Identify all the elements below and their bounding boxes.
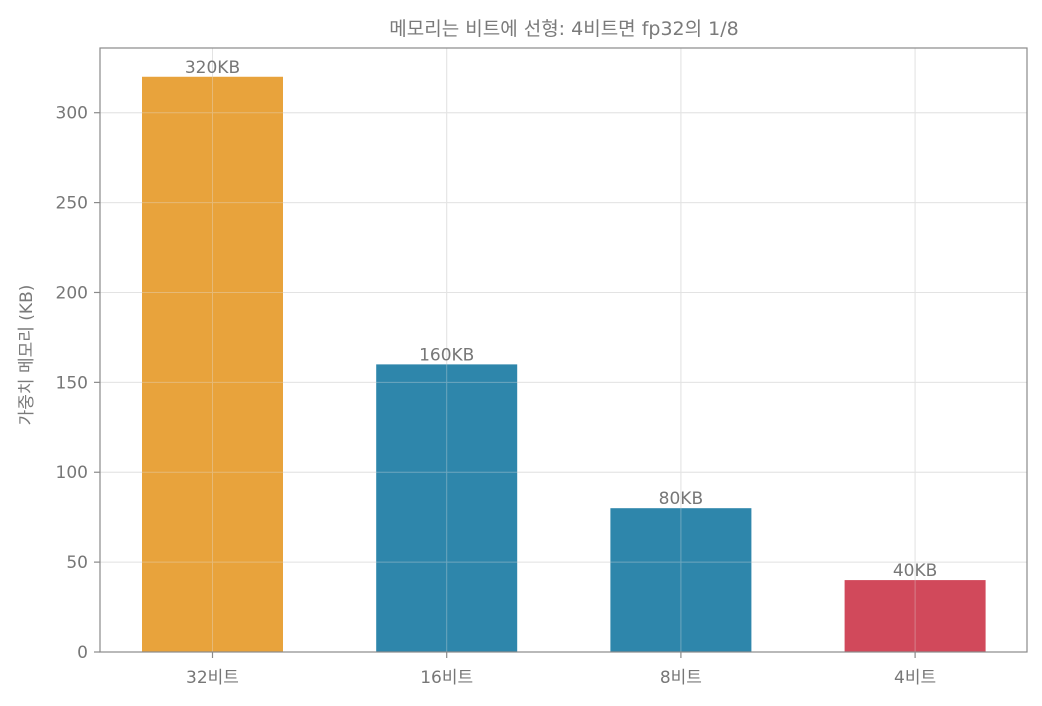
x-tick-label: 16비트 [420, 668, 473, 688]
data-labels: 320KB 160KB 80KB 40KB [185, 58, 937, 581]
y-tick-label: 0 [77, 643, 88, 663]
x-tick-label: 4비트 [894, 668, 936, 688]
bar-value-label: 40KB [893, 561, 937, 581]
plot-frame [99, 47, 1028, 653]
bar [142, 76, 283, 652]
bar [376, 364, 518, 652]
y-tick-label: 50 [66, 553, 88, 573]
x-tick-label: 32비트 [186, 668, 239, 688]
bars [142, 76, 986, 652]
y-tick-label: 200 [56, 283, 88, 303]
y-tick-label: 300 [56, 104, 88, 124]
x-tick-label: 8비트 [660, 668, 702, 688]
bar [844, 580, 986, 652]
bar [610, 508, 752, 652]
y-tick-label: 150 [56, 373, 88, 393]
bar-value-label: 80KB [659, 489, 703, 509]
y-tick-label: 100 [56, 463, 88, 483]
x-axis: 32비트 16비트 8비트 4비트 [186, 652, 936, 688]
y-tick-label: 250 [56, 194, 88, 214]
y-axis: 0 50 100 150 200 250 300 [56, 104, 100, 663]
bar-value-label: 320KB [185, 58, 240, 78]
bar-value-label: 160KB [419, 345, 474, 365]
y-axis-title: 가중치 메모리 (KB) [17, 285, 37, 426]
chart-title: 메모리는 비트에 선형: 4비트면 fp32의 1/8 [389, 18, 738, 40]
